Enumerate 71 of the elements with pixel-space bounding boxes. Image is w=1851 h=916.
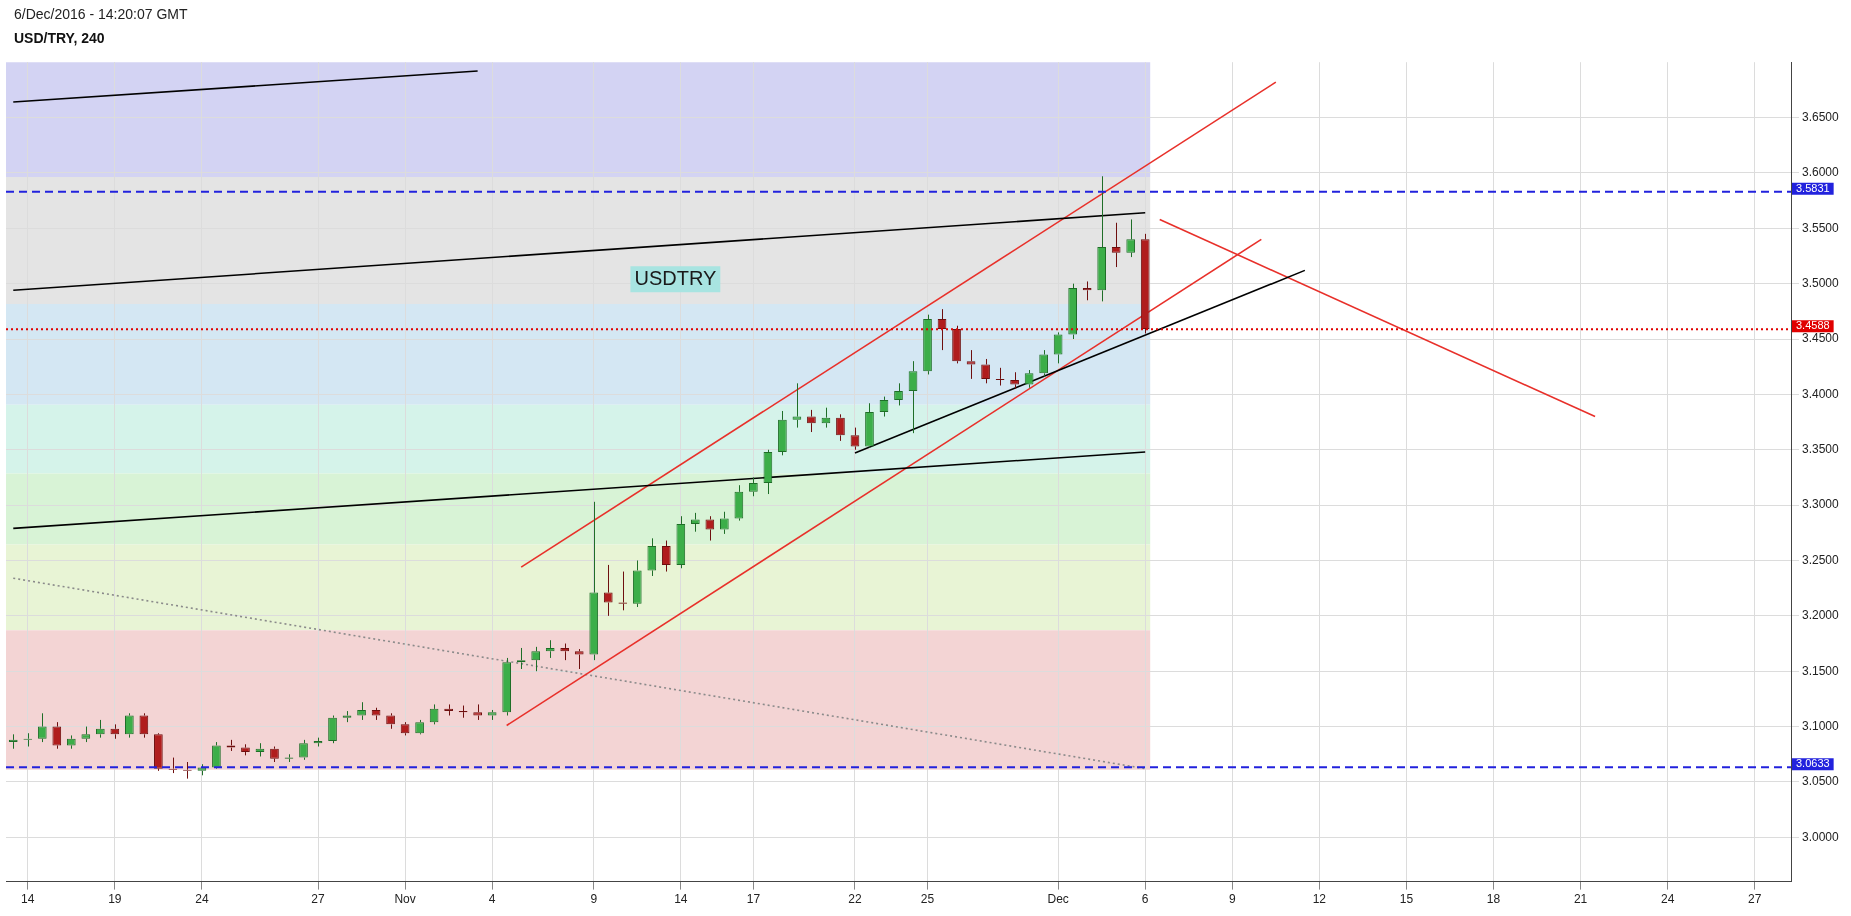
y-tick-label: 3.2500	[1802, 552, 1840, 567]
candlestick	[676, 515, 686, 569]
x-tick-label: 9	[1228, 892, 1236, 907]
annotation: USDTRY	[634, 266, 717, 289]
ref-line-label: 3.5831	[1796, 181, 1830, 194]
y-tick-label: 3.0500	[1802, 774, 1840, 789]
candlestick	[603, 564, 613, 617]
chart-title: USD/TRY, 240	[14, 30, 105, 46]
candlestick	[154, 734, 163, 772]
candlestick	[647, 537, 657, 577]
y-tick-label: 3.3000	[1802, 497, 1840, 512]
candlestick	[865, 402, 874, 447]
candlestick	[836, 413, 845, 442]
x-tick-label: Dec	[1047, 892, 1069, 907]
x-tick-label: 25	[920, 892, 935, 907]
candlestick	[1039, 349, 1048, 378]
x-tick-label: 27	[1748, 892, 1762, 907]
candlestick	[1140, 233, 1150, 334]
candlestick	[357, 701, 366, 721]
candlestick	[661, 540, 671, 573]
candlestick	[400, 721, 410, 736]
candlestick	[1111, 222, 1121, 268]
candlestick	[81, 726, 91, 743]
x-tick-label: 27	[311, 892, 326, 907]
x-tick-label: 24	[195, 892, 209, 907]
y-tick-label: 3.5500	[1802, 220, 1840, 235]
chart-subtitle: 6/Dec/2016 - 14:20:07 GMT	[14, 6, 188, 22]
ref-line-label: 3.4588	[1796, 319, 1830, 332]
candlestick	[531, 646, 541, 672]
y-tick-label: 3.3500	[1802, 442, 1840, 457]
x-tick-label: 4	[488, 892, 496, 907]
candlestick	[908, 360, 918, 434]
ref-line-label: 3.0633	[1796, 757, 1830, 770]
candlestick	[212, 741, 221, 768]
y-tick-label: 3.6500	[1802, 109, 1840, 124]
y-tick-label: 3.5000	[1802, 275, 1840, 290]
y-tick-label: 3.1000	[1802, 718, 1840, 733]
candlestick	[1097, 175, 1107, 302]
y-tick-label: 3.4500	[1802, 331, 1840, 346]
y-tick-label: 3.1500	[1802, 663, 1840, 678]
x-tick-label: 14	[21, 892, 35, 907]
x-tick-label: 12	[1312, 892, 1327, 907]
y-tick-label: 3.0000	[1802, 829, 1840, 844]
x-tick-label: 15	[1399, 892, 1414, 907]
x-tick-label: 9	[590, 892, 598, 907]
candlestick	[778, 410, 787, 456]
x-tick-label: 22	[848, 892, 862, 907]
candlestick	[1053, 331, 1063, 364]
y-tick-label: 3.6000	[1802, 165, 1840, 180]
x-tick-label: 19	[108, 892, 122, 907]
x-tick-label: 24	[1660, 892, 1675, 907]
candlestick	[52, 721, 62, 750]
candlestick	[473, 703, 482, 721]
candlestick	[328, 715, 337, 744]
x-tick-label: 17	[746, 892, 761, 907]
candlestick	[386, 712, 395, 730]
x-tick-label: 6	[1141, 892, 1149, 907]
candlestick	[589, 501, 599, 661]
x-tick-label: Nov	[394, 892, 416, 907]
x-tick-label: 14	[674, 892, 688, 907]
candlestick	[705, 515, 715, 542]
candlestick	[632, 559, 642, 608]
x-tick-label: 18	[1486, 892, 1501, 907]
candlestick	[66, 734, 76, 750]
y-tick-label: 3.2000	[1802, 608, 1840, 623]
candlestick	[574, 648, 584, 670]
candlestick	[807, 409, 816, 433]
x-tick-label: 21	[1573, 892, 1588, 907]
candlestick	[125, 712, 134, 739]
candlestick	[502, 657, 512, 717]
y-tick-label: 3.4000	[1802, 386, 1840, 401]
